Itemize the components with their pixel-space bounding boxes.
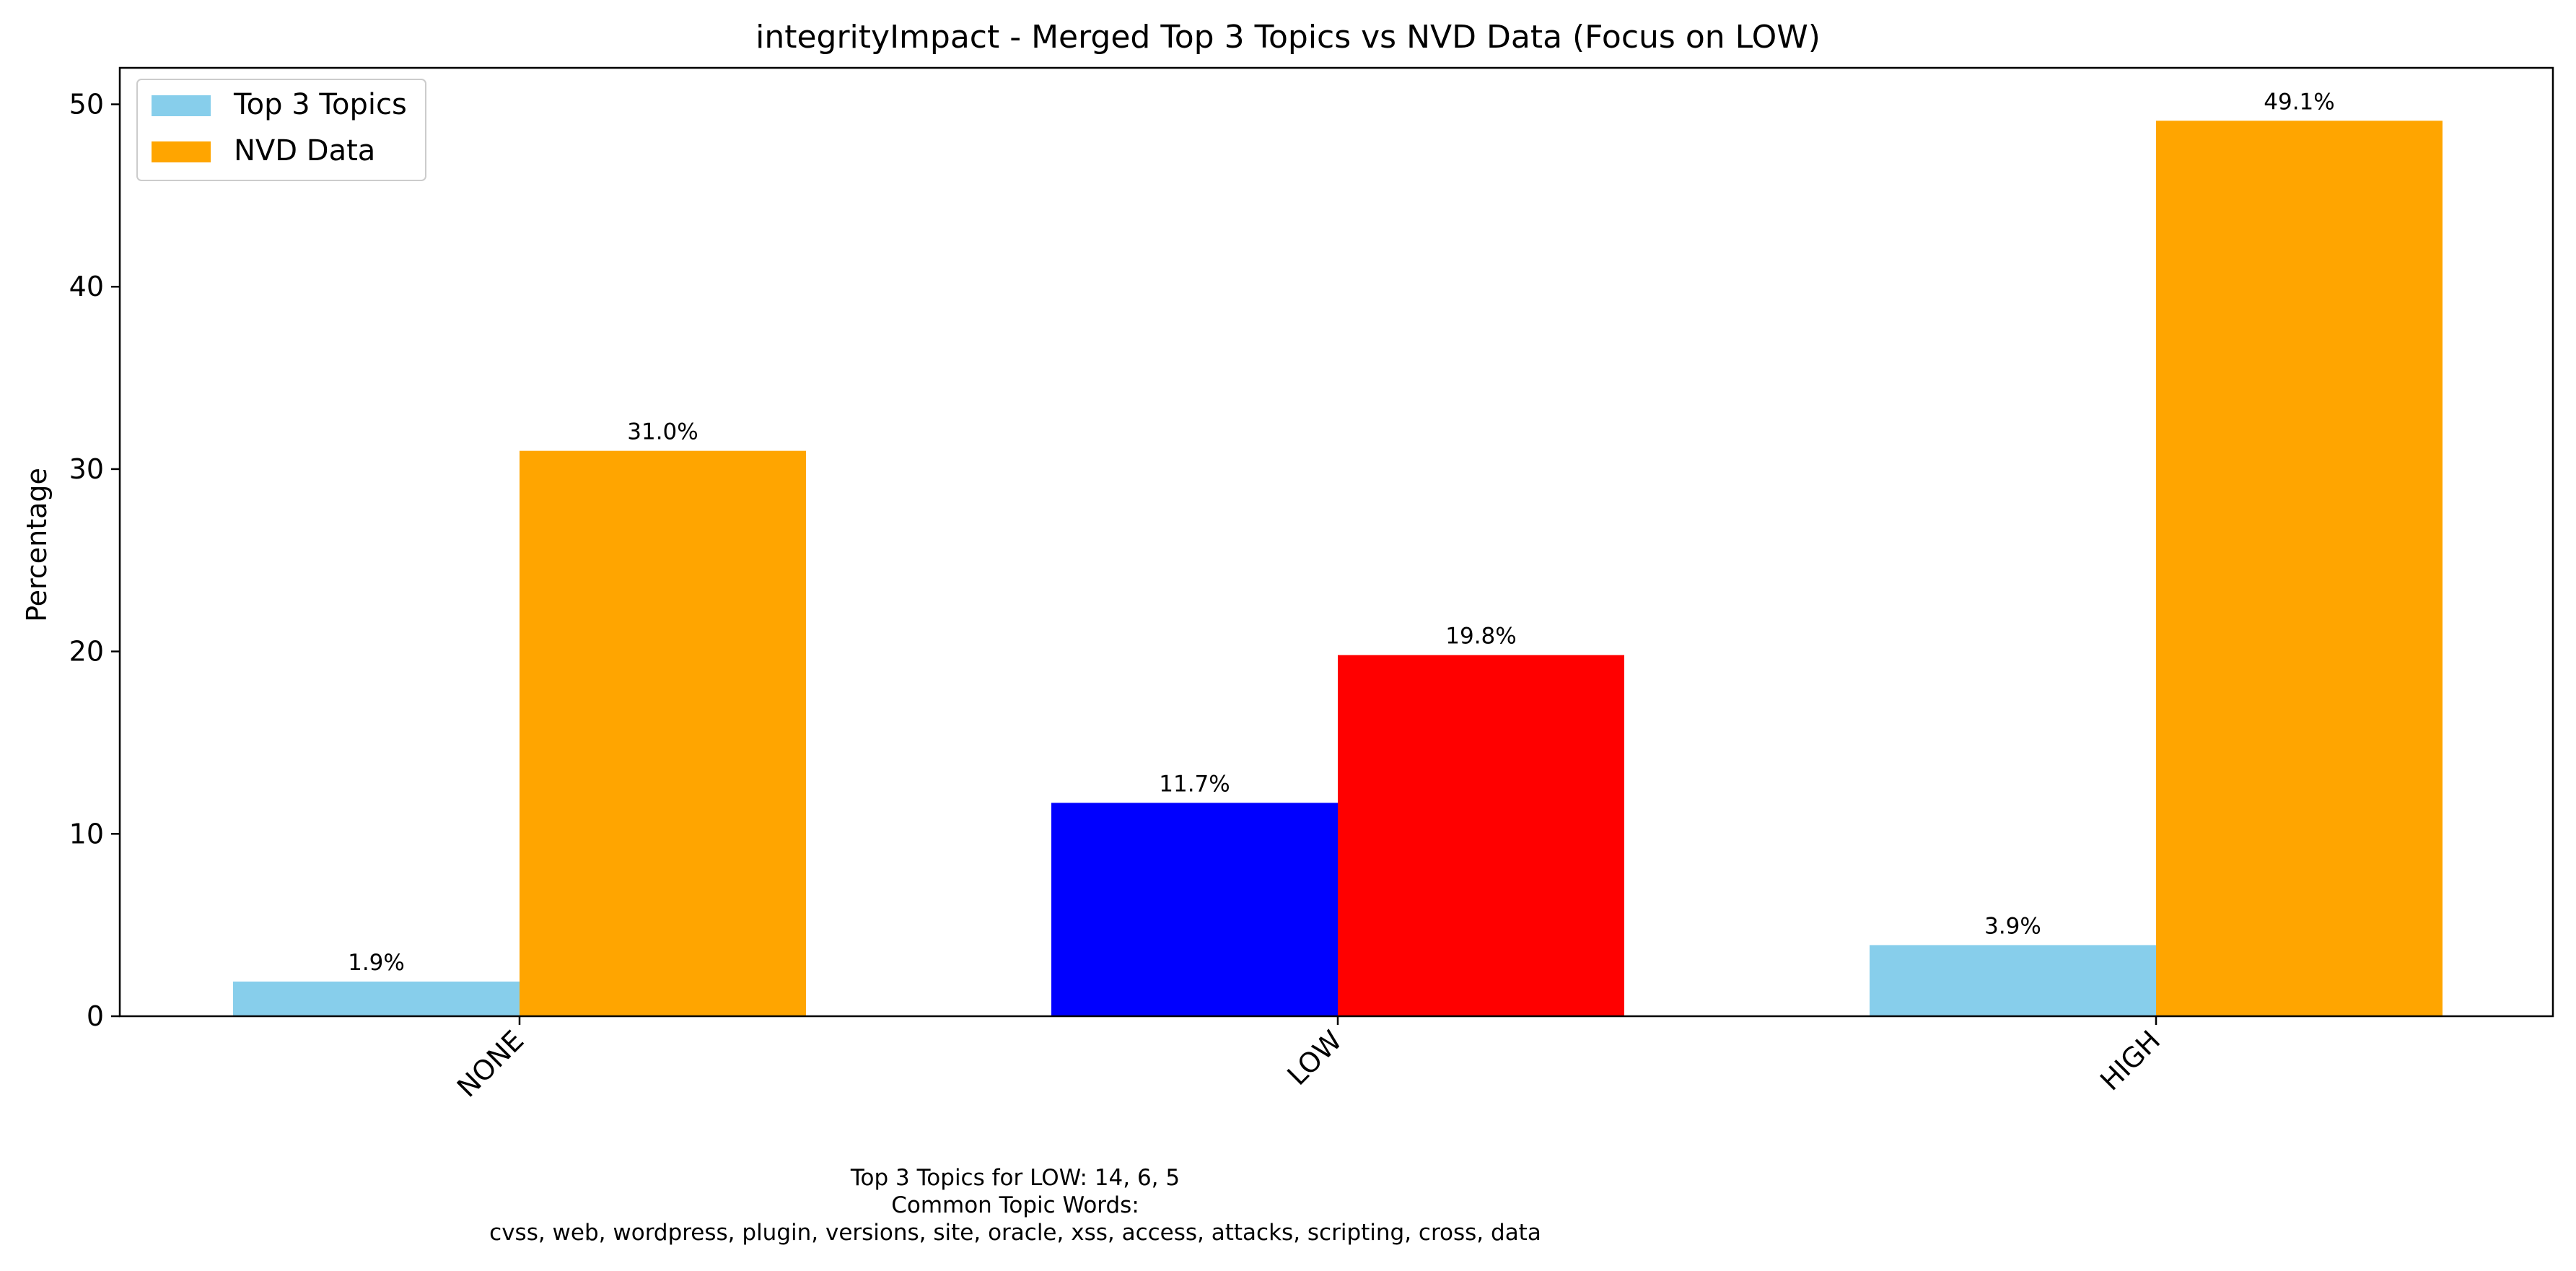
bar-nvd-data-high: [2156, 121, 2443, 1016]
plot-frame: [118, 66, 2554, 1018]
x-tick-label-low: LOW: [1282, 1024, 1349, 1091]
bar-top-3-topics-none: [233, 981, 520, 1016]
y-tick-label: 20: [69, 636, 104, 668]
bar-value-label: 11.7%: [1159, 771, 1230, 797]
y-axis-label: Percentage: [21, 468, 53, 622]
legend-label: NVD Data: [234, 134, 375, 167]
x-tick-label-high: HIGH: [2094, 1024, 2166, 1096]
bar-value-label: 31.0%: [627, 419, 698, 445]
y-tick-label: 0: [87, 1000, 104, 1032]
footnote-line: Top 3 Topics for LOW: 14, 6, 5: [850, 1165, 1180, 1191]
bar-value-label: 49.1%: [2264, 89, 2334, 115]
y-tick-label: 30: [69, 453, 104, 485]
legend-swatch-top-3-topics: [152, 95, 211, 116]
chart-title: integrityImpact - Merged Top 3 Topics vs…: [755, 19, 1821, 56]
y-tick-label: 40: [69, 271, 104, 302]
y-tick-label: 50: [69, 89, 104, 121]
footnote-line: Common Topic Words:: [891, 1192, 1139, 1218]
bar-value-label: 3.9%: [1984, 913, 2041, 939]
x-tick-label-none: NONE: [451, 1024, 530, 1103]
footnote-line: cvss, web, wordpress, plugin, versions, …: [489, 1220, 1541, 1246]
bar-top-3-topics-high: [1870, 945, 2156, 1016]
bar-nvd-data-none: [520, 450, 806, 1016]
bar-top-3-topics-low: [1051, 803, 1338, 1016]
bar-value-label: 1.9%: [348, 950, 405, 976]
legend-swatch-nvd-data: [152, 141, 211, 162]
y-tick-label: 10: [69, 818, 104, 849]
legend-label: Top 3 Topics: [233, 88, 407, 121]
bar-value-label: 19.8%: [1445, 624, 1516, 650]
bar-nvd-data-low: [1338, 655, 1624, 1016]
